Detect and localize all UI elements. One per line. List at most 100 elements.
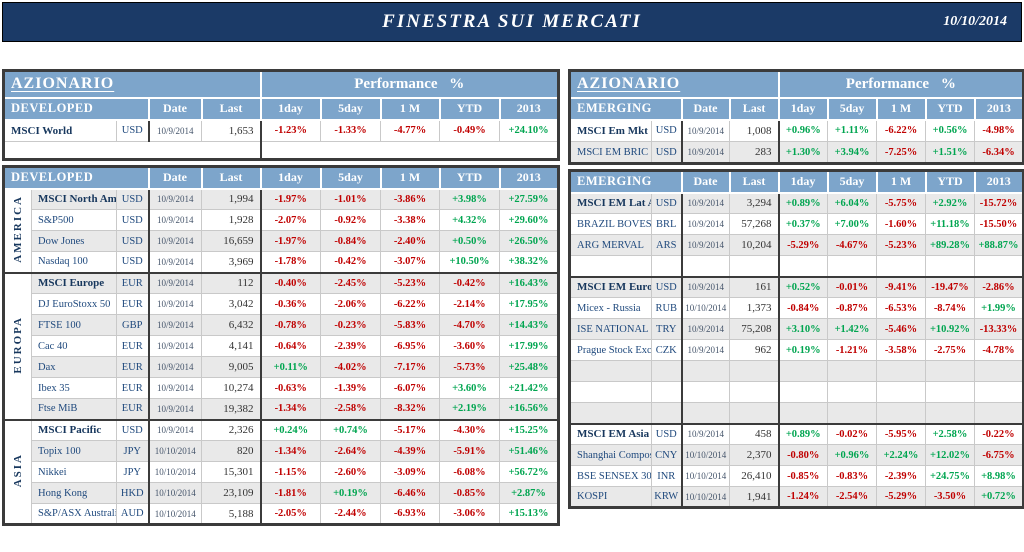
- last-value-cell: [729, 381, 780, 403]
- currency-cell: INR: [651, 465, 683, 487]
- index-name-cell: MSCI World: [3, 118, 117, 142]
- index-name-cell: MSCI North Am: [31, 187, 117, 210]
- index-name-cell: [569, 381, 652, 403]
- perf-cell: +21.42%: [499, 377, 559, 399]
- column-header-ytd: YTD: [924, 96, 976, 121]
- perf-cell: +38.32%: [499, 251, 559, 273]
- perf-cell: +10.50%: [439, 251, 500, 273]
- date-cell: 10/9/2014: [681, 213, 730, 235]
- perf-cell: -2.45%: [320, 271, 381, 294]
- date-cell: 10/10/2014: [681, 486, 730, 508]
- perf-cell: -8.74%: [925, 297, 975, 319]
- perf-cell: +3.94%: [827, 141, 878, 164]
- perf-cell: -0.49%: [439, 118, 501, 142]
- currency-cell: [651, 360, 683, 382]
- currency-cell: EUR: [116, 398, 150, 420]
- perf-cell: -13.33%: [974, 318, 1024, 340]
- perf-cell: +0.50%: [439, 230, 500, 252]
- report-header: FINESTRA SUI MERCATI 10/10/2014: [2, 2, 1022, 42]
- perf-cell: -5.23%: [380, 271, 440, 294]
- index-name-cell: [569, 255, 652, 277]
- perf-cell: +3.98%: [439, 187, 500, 210]
- emerging-detail-table: EMERGING Date Last 1day 5day 1 M YTD 201…: [568, 169, 1024, 509]
- perf-cell: -5.91%: [439, 440, 500, 462]
- perf-cell: +0.52%: [778, 275, 828, 298]
- index-name-cell: [569, 402, 652, 424]
- last-value-cell: 458: [729, 422, 780, 445]
- perf-cell: +2.19%: [439, 398, 500, 420]
- perf-cell: [876, 381, 926, 403]
- perf-cell: [778, 381, 828, 403]
- last-value-cell: [729, 360, 780, 382]
- index-name-cell: KOSPI: [569, 486, 652, 508]
- column-header-last: Last: [200, 165, 262, 190]
- perf-cell: -0.36%: [260, 293, 321, 315]
- date-cell: 10/9/2014: [681, 422, 730, 445]
- perf-cell: -7.17%: [380, 356, 440, 378]
- perf-cell: -2.86%: [974, 275, 1024, 298]
- perf-cell: -5.23%: [876, 234, 926, 256]
- perf-cell: -0.92%: [320, 209, 381, 231]
- perf-cell: -2.75%: [925, 339, 975, 361]
- perf-cell: -9.41%: [876, 275, 926, 298]
- perf-cell: -15.72%: [974, 191, 1024, 214]
- performance-header: Performance %: [777, 69, 1024, 99]
- perf-cell: -5.83%: [380, 314, 440, 336]
- perf-cell: +0.56%: [925, 118, 976, 142]
- perf-cell: +1.51%: [925, 141, 976, 164]
- last-value-cell: 161: [729, 275, 780, 298]
- last-value-cell: 5,188: [201, 503, 262, 525]
- perf-cell: -0.01%: [827, 275, 877, 298]
- emerging-zone: AZIONARIO Performance % EMERGING Date La…: [568, 69, 1024, 513]
- currency-cell: BRL: [651, 213, 683, 235]
- date-cell: 10/9/2014: [148, 398, 202, 420]
- perf-cell: -0.85%: [439, 482, 500, 504]
- perf-cell: -0.22%: [974, 422, 1024, 445]
- perf-cell: +0.37%: [778, 213, 828, 235]
- region-label: ASIA: [3, 418, 32, 525]
- perf-cell: +10.92%: [925, 318, 975, 340]
- column-header-5day: 5day: [826, 96, 878, 121]
- last-value-cell: 3,969: [201, 251, 262, 273]
- perf-cell: -4.78%: [974, 339, 1024, 361]
- currency-cell: USD: [116, 187, 150, 210]
- perf-cell: -1.34%: [260, 440, 321, 462]
- perf-cell: -2.06%: [320, 293, 381, 315]
- last-value-cell: 6,432: [201, 314, 262, 336]
- perf-cell: [778, 360, 828, 382]
- currency-cell: [651, 402, 683, 424]
- perf-cell: -2.54%: [827, 486, 877, 508]
- perf-cell: -5.75%: [876, 191, 926, 214]
- perf-cell: -7.25%: [876, 141, 927, 164]
- currency-cell: EUR: [116, 377, 150, 399]
- perf-cell: -1.34%: [260, 398, 321, 420]
- last-value-cell: 1,928: [201, 209, 262, 231]
- perf-cell: +17.95%: [499, 293, 559, 315]
- perf-cell: -1.97%: [260, 230, 321, 252]
- index-name-cell: BRAZIL BOVESP.: [569, 213, 652, 235]
- column-header-1day: 1day: [259, 165, 322, 190]
- date-cell: 10/10/2014: [148, 503, 202, 525]
- perf-cell: [925, 255, 975, 277]
- perf-cell: -3.60%: [439, 335, 500, 357]
- perf-cell: -0.84%: [320, 230, 381, 252]
- currency-cell: USD: [116, 251, 150, 273]
- perf-cell: +12.02%: [925, 444, 975, 466]
- empty-cell: [260, 141, 560, 160]
- column-header-1m: 1 M: [379, 96, 441, 121]
- last-value-cell: 16,659: [201, 230, 262, 252]
- perf-cell: [876, 360, 926, 382]
- developed-detail-table: DEVELOPED Date Last 1day 5day 1 M YTD 20…: [2, 165, 560, 526]
- region-label: AMERICA: [3, 187, 32, 273]
- index-name-cell: Dax: [31, 356, 117, 378]
- perf-cell: [827, 360, 877, 382]
- perf-cell: -5.29%: [876, 486, 926, 508]
- developed-zone: AZIONARIO Performance % DEVELOPED Date L…: [2, 69, 561, 530]
- last-value-cell: 75,208: [729, 318, 780, 340]
- perf-cell: -1.97%: [260, 187, 321, 210]
- perf-cell: -3.07%: [380, 251, 440, 273]
- report-date: 10/10/2014: [943, 14, 1007, 29]
- perf-cell: +0.11%: [260, 356, 321, 378]
- column-header-2013: 2013: [498, 96, 560, 121]
- perf-cell: -1.81%: [260, 482, 321, 504]
